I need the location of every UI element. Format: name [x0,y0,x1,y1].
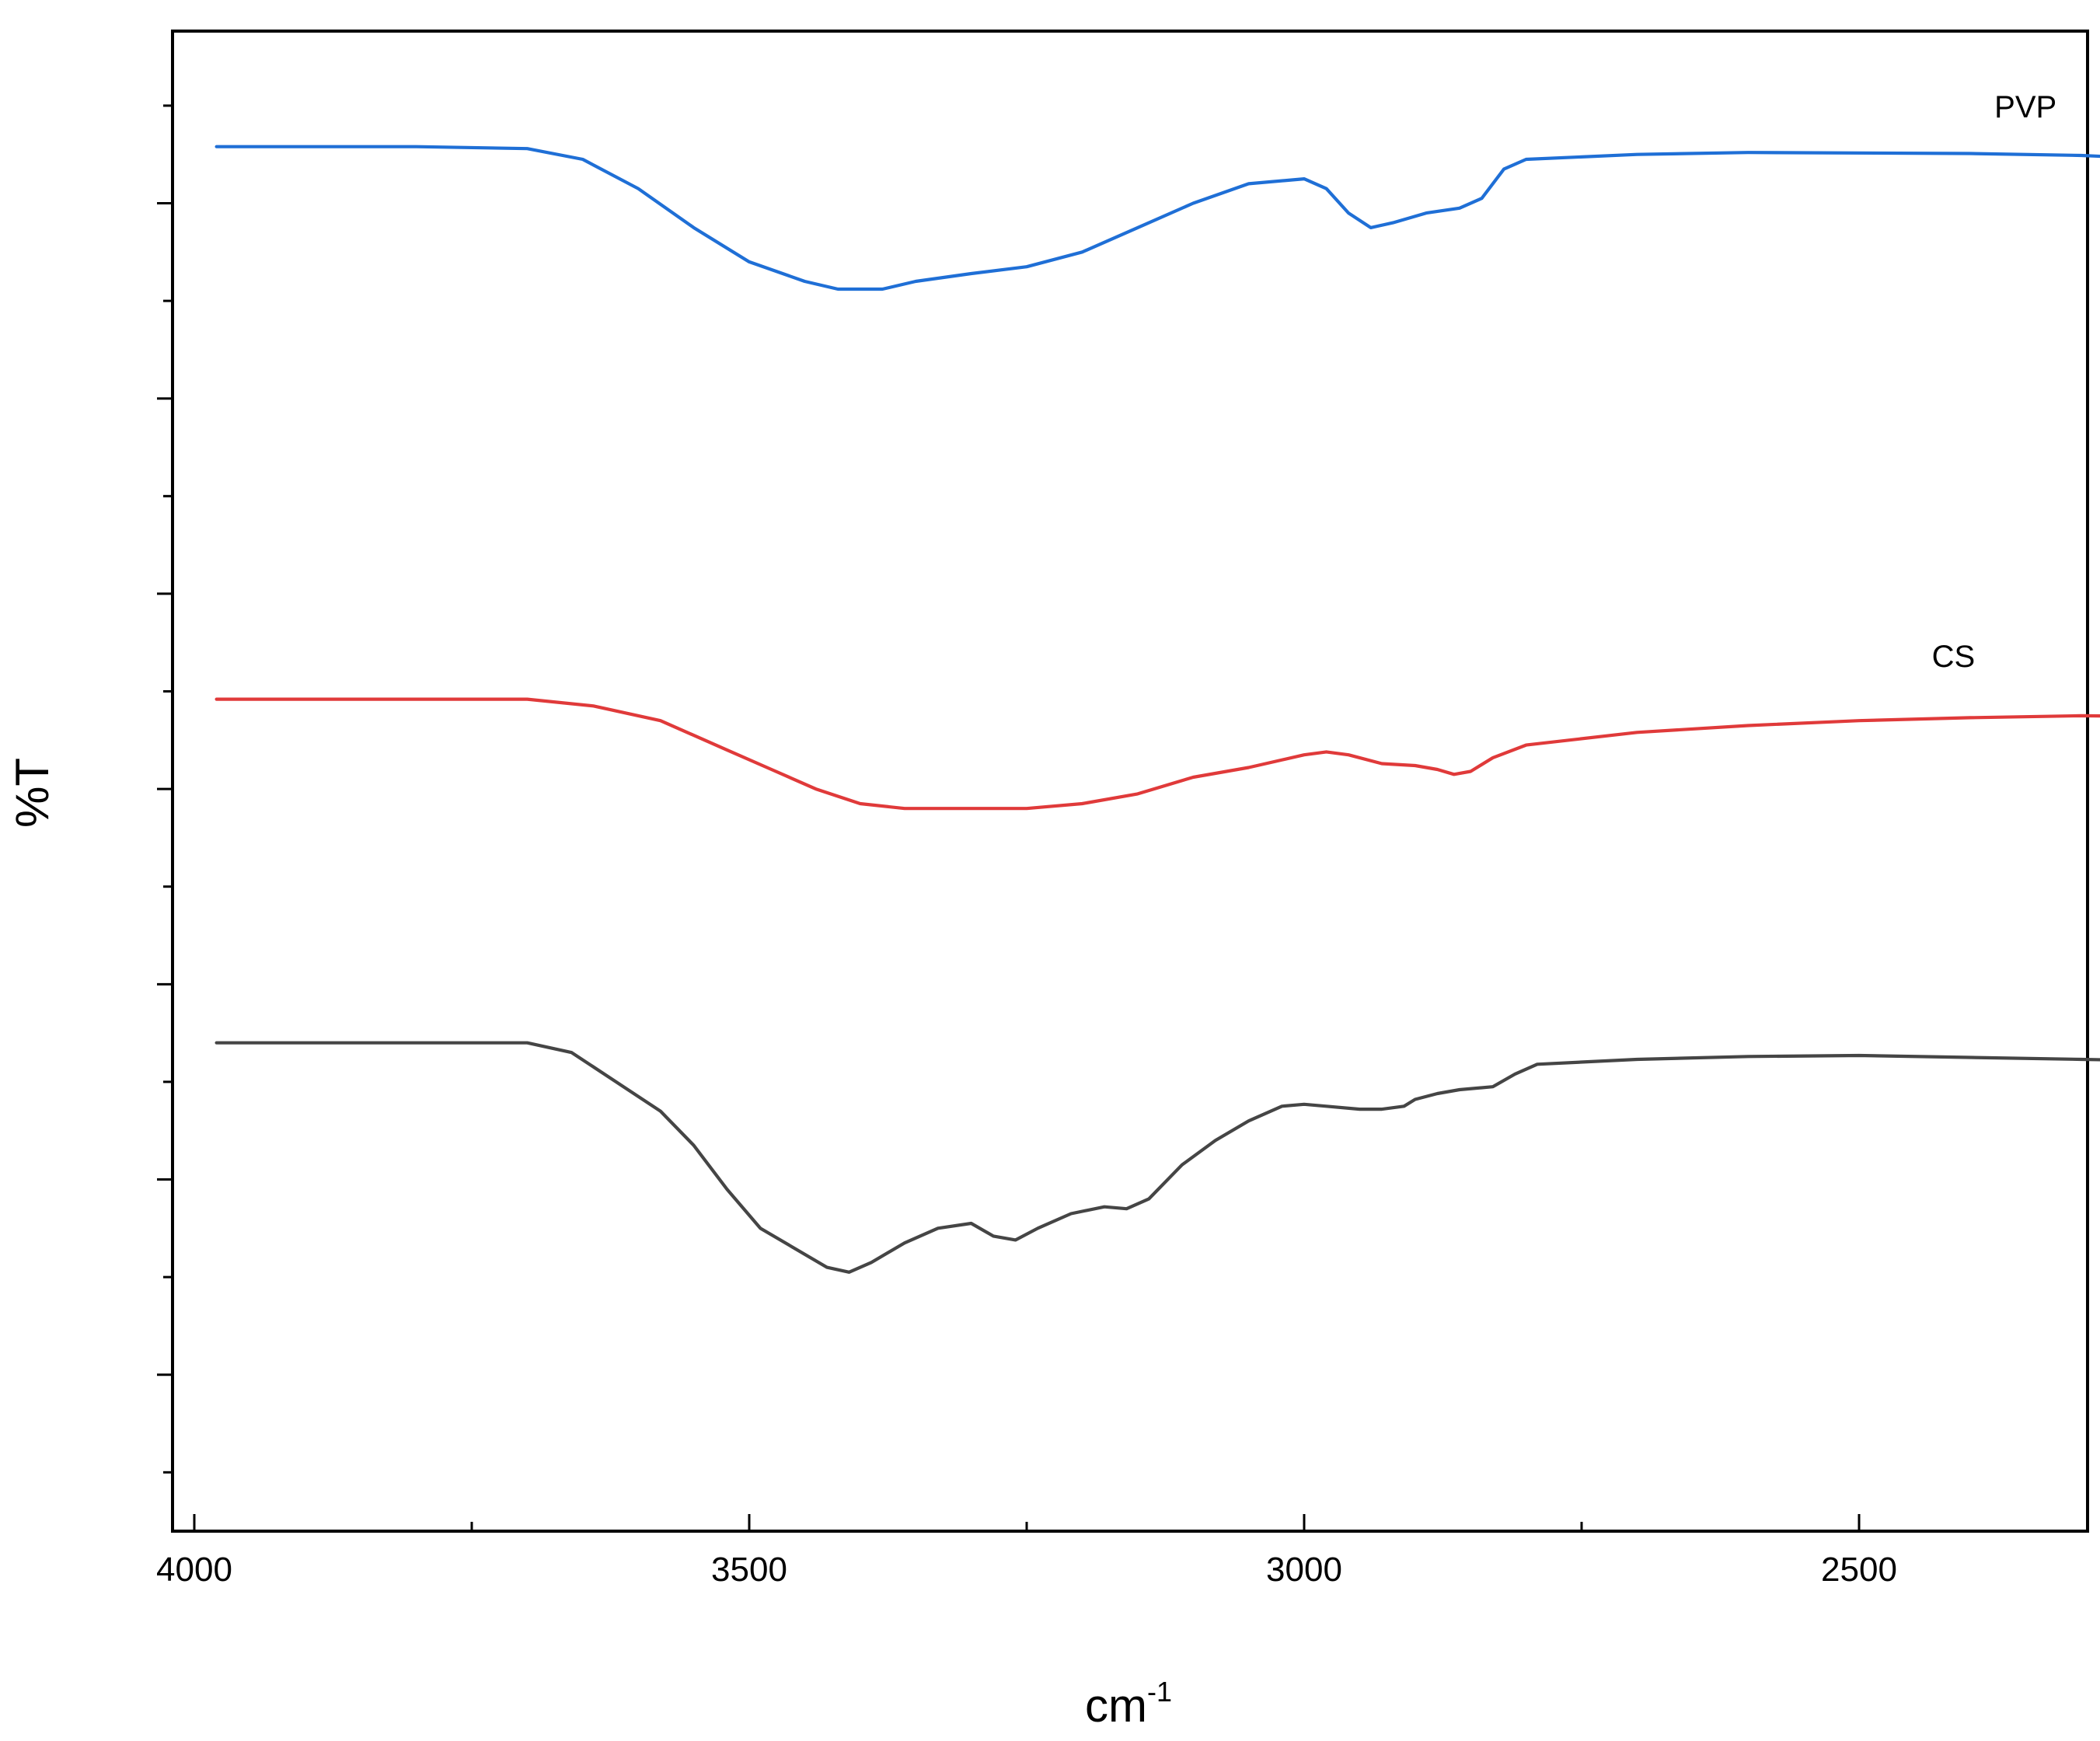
x-axis-title-unit: cm [1085,1680,1147,1732]
series-line-pvp [215,145,2100,291]
series-line-cs [215,697,2100,811]
x-tick-label: 2500 [1821,1551,1897,1589]
x-tick-label: 4000 [156,1551,232,1589]
axes: 4000350030002500200015001000 [156,30,2089,1589]
y-axis-title: %T [6,758,58,828]
labels-layer: PVPCSCS-PVP NPs [1932,90,2057,674]
series-label: CS [1932,640,1976,674]
series-label: PVP [1994,90,2056,124]
x-tick-label: 3500 [711,1551,787,1589]
series-layer [215,145,2100,1274]
series-line-cs-pvp-nps [215,1041,2100,1274]
x-axis-title-exponent: -1 [1147,1676,1172,1708]
x-tick-label: 3000 [1266,1551,1342,1589]
x-axis-title: cm-1 [1085,1676,1172,1732]
plot-frame [171,30,2089,1533]
